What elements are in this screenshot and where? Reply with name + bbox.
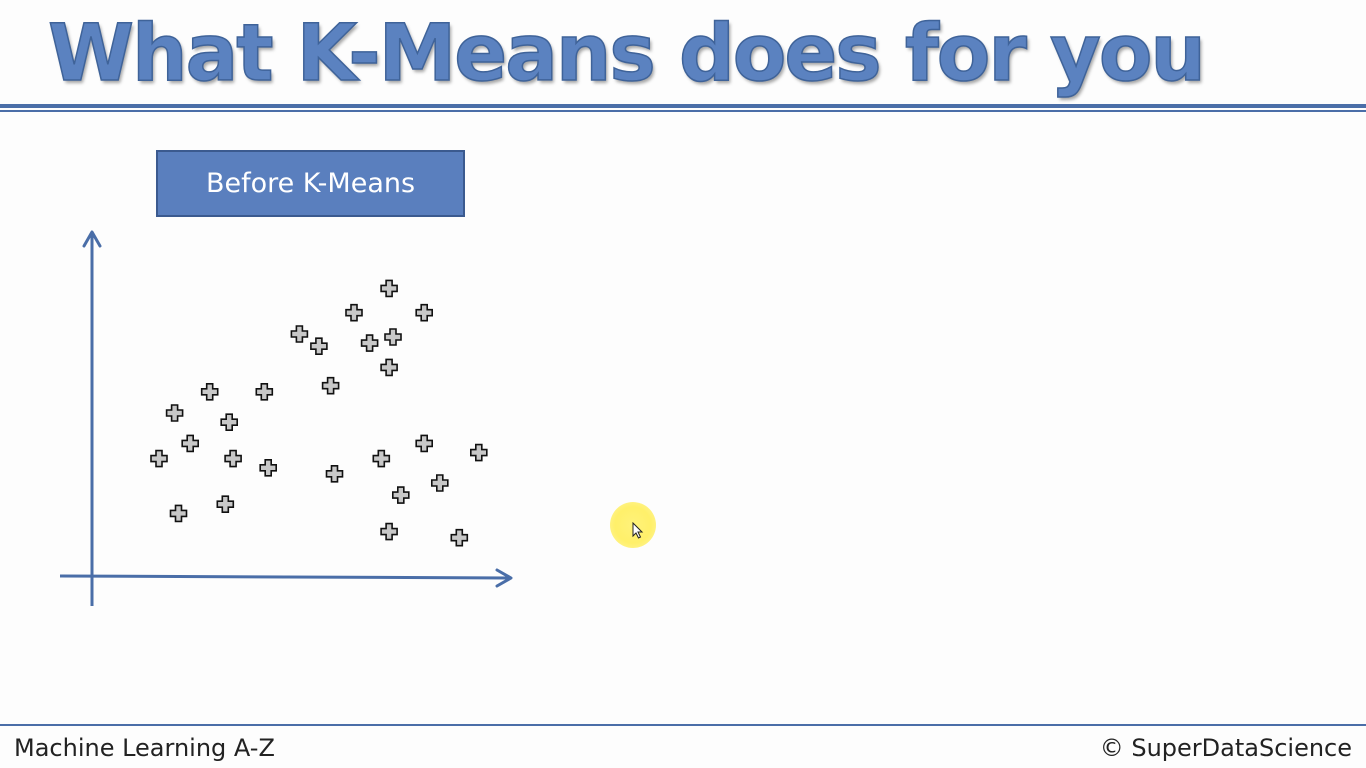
slide-title: What K-Means does for you xyxy=(47,8,1206,100)
data-point-11 xyxy=(255,382,274,401)
title-divider-thin xyxy=(0,110,1366,112)
data-point-26 xyxy=(380,522,398,541)
data-point-2 xyxy=(345,303,363,322)
data-point-4 xyxy=(290,325,309,343)
data-point-22 xyxy=(415,434,434,453)
before-kmeans-label-text: Before K-Means xyxy=(205,168,416,199)
x-axis xyxy=(59,568,513,588)
data-point-7 xyxy=(384,328,402,346)
data-point-16 xyxy=(224,449,242,468)
data-point-14 xyxy=(181,434,199,453)
y-axis xyxy=(82,230,102,606)
title-divider xyxy=(0,104,1366,108)
data-point-20 xyxy=(325,464,344,483)
data-point-13 xyxy=(220,413,238,432)
data-point-10 xyxy=(200,382,219,401)
data-point-6 xyxy=(360,334,379,352)
data-point-27 xyxy=(450,528,469,547)
data-point-9 xyxy=(321,376,340,395)
course-name: Machine Learning A-Z xyxy=(14,734,275,762)
data-point-12 xyxy=(165,404,184,422)
data-point-24 xyxy=(391,486,410,504)
footer-divider xyxy=(0,724,1366,726)
data-point-25 xyxy=(430,474,449,492)
data-point-19 xyxy=(216,495,235,514)
copyright: © SuperDataScience xyxy=(1099,734,1352,762)
data-points xyxy=(150,279,488,547)
mouse-pointer-icon xyxy=(632,522,644,539)
data-point-3 xyxy=(415,303,434,322)
data-point-15 xyxy=(150,449,168,468)
data-point-8 xyxy=(380,358,398,377)
data-point-5 xyxy=(310,337,328,356)
data-point-1 xyxy=(380,279,398,298)
data-point-17 xyxy=(259,458,278,477)
data-point-21 xyxy=(372,449,391,468)
before-kmeans-label: Before K-Means xyxy=(156,150,465,217)
data-point-18 xyxy=(169,504,188,523)
data-point-23 xyxy=(469,443,488,462)
